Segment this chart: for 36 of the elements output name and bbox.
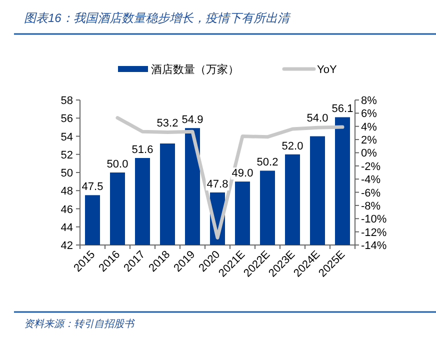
text: 资料来源：转引自招股书: [24, 318, 135, 330]
legend-label: YoY: [317, 64, 338, 76]
text: 51.6: [132, 144, 154, 156]
y2-tick-label: 4%: [361, 121, 378, 134]
y2-tick-label: -10%: [361, 214, 387, 226]
text: 47.8: [206, 178, 228, 190]
y-tick-label: 50: [60, 168, 73, 180]
text: 49.0: [232, 168, 254, 180]
text: 52.0: [282, 140, 304, 152]
y2-tick-label: -4%: [361, 174, 381, 186]
text: 50.0: [106, 158, 128, 170]
y2-tick-label: -14%: [361, 240, 387, 252]
y-tick-label: 42: [60, 240, 73, 252]
text: 56.1: [332, 103, 354, 116]
y2-tick-label: -2%: [361, 160, 381, 173]
y2-tick-label: 0%: [361, 148, 378, 160]
y-tick-label: 46: [60, 204, 73, 216]
y-tick-label: 48: [60, 186, 73, 198]
chart-title: 图表16：我国酒店数量稳步增长，疫情下有所出清: [24, 11, 292, 25]
text: 54.0: [306, 112, 328, 125]
text: 47.5: [82, 181, 104, 194]
y2-tick-label: -8%: [361, 200, 381, 212]
y2-tick-label: 2%: [361, 134, 378, 147]
y-tick-label: 58: [60, 95, 73, 107]
y2-tick-label: 8%: [361, 95, 378, 107]
text: 53.2: [156, 117, 178, 130]
text: 50.2: [256, 156, 278, 169]
y-tick-label: 44: [60, 222, 73, 234]
y-tick-label: 56: [60, 113, 73, 126]
y2-tick-label: -6%: [361, 187, 381, 200]
y-tick-label: 54: [60, 131, 73, 144]
y2-tick-label: -12%: [361, 226, 387, 239]
legend-label: 酒店数量（万家）: [151, 63, 239, 76]
y-tick-label: 52: [60, 149, 73, 162]
y2-tick-label: 6%: [361, 108, 378, 120]
text: 54.9: [182, 114, 204, 126]
